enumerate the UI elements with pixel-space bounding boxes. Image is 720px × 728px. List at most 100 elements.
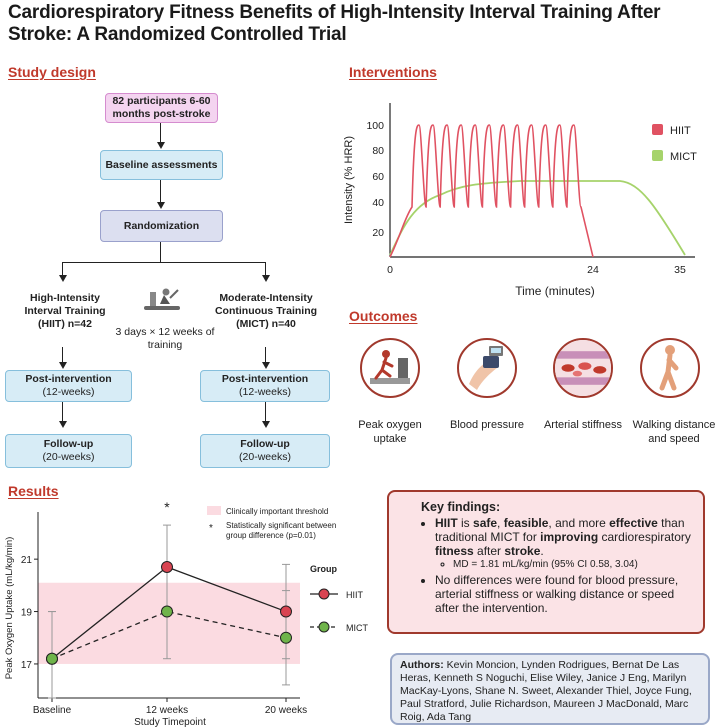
flow-line: [265, 262, 266, 276]
y-tick-label: 40: [372, 197, 384, 209]
mict-post-box: Post-intervention (12-weeks): [200, 370, 330, 402]
y-tick-label: 100: [366, 120, 384, 132]
hiit-post-box: Post-intervention (12-weeks): [5, 370, 132, 402]
flow-arrow: [59, 421, 67, 428]
flow-arrow: [262, 421, 270, 428]
threshold-band: [38, 582, 300, 664]
hiit-follow-title: Follow-up: [43, 438, 94, 450]
legend-marker: [318, 588, 330, 600]
hiit-arm-label: High-Intensity Interval Training (HIIT) …: [10, 292, 120, 331]
baseline-text: Baseline assessments: [105, 158, 218, 171]
baseline-box: Baseline assessments: [100, 150, 223, 180]
flow-line: [265, 402, 266, 422]
flow-line: [62, 402, 63, 422]
walking-icon: [640, 338, 700, 398]
outcomes-heading: Outcomes: [349, 308, 418, 324]
flow-line: [62, 262, 63, 276]
significance-line: group difference (p=0.01): [226, 531, 316, 540]
interventions-xlabel: Time (minutes): [515, 284, 595, 298]
key-finding-subitem: MD = 1.81 mL/kg/min (95% CI 0.58, 3.04): [453, 558, 691, 572]
results-chart: Peak Oxygen Uptake (mL/kg/min) 17 19 21 Ba…: [4, 499, 368, 728]
key-finding-item: No differences were found for blood pres…: [435, 573, 691, 615]
y-tick-label: 80: [372, 145, 384, 157]
authors-box: Authors: Kevin Moncion, Lynden Rodrigues…: [390, 653, 710, 725]
oxygen-uptake-icon: [360, 338, 420, 398]
kf-text: HIIT: [435, 516, 458, 530]
legend-mict-label: MICT: [670, 151, 697, 163]
flow-arrow: [157, 142, 165, 149]
x-tick-label: 35: [674, 264, 686, 276]
flow-arrow: [157, 202, 165, 209]
significance-star: *: [164, 499, 170, 515]
hiit-follow-sub: (20-weeks): [42, 451, 95, 463]
randomization-box: Randomization: [100, 210, 223, 242]
mict-post-title: Post-intervention: [221, 373, 309, 385]
recumbent-stepper-icon: [144, 288, 180, 310]
y-tick-label: 21: [21, 555, 33, 566]
threshold-label: Clinically important threshold: [226, 507, 328, 516]
kf-text: is: [457, 516, 474, 530]
participants-box: 82 participants 6-60 months post-stroke: [105, 93, 218, 123]
results-xlabel: Study Timepoint: [134, 717, 206, 728]
flow-line: [160, 242, 161, 262]
key-findings-box: Key findings: HIIT is safe, feasible, an…: [387, 490, 705, 634]
data-point-hiit: [280, 605, 292, 618]
legend-hiit-swatch: [652, 124, 663, 135]
flow-arrow: [59, 275, 67, 282]
data-point-mict: [46, 652, 58, 665]
kf-text: , and more: [548, 516, 610, 530]
significance-line: Statistically significant between: [226, 521, 336, 530]
x-tick-label: 0: [387, 264, 393, 276]
data-point-hiit: [161, 561, 173, 574]
mict-follow-title: Follow-up: [240, 438, 290, 450]
interventions-heading: Interventions: [349, 64, 437, 80]
participants-text: 82 participants 6-60 months post-stroke: [112, 95, 211, 120]
outcome-label: Walking distance and speed: [632, 419, 716, 445]
flow-arrow: [262, 362, 270, 369]
legend-marker: [318, 621, 330, 633]
y-tick-label: 60: [372, 171, 384, 183]
data-point-mict: [161, 605, 173, 618]
key-findings-heading: Key findings:: [421, 500, 501, 514]
hiit-follow-box: Follow-up (20-weeks): [5, 434, 132, 468]
mict-arm-text: Moderate-Intensity Continuous Training (…: [214, 292, 318, 330]
training-label: 3 days × 12 weeks of training: [115, 326, 215, 351]
kf-text: effective: [609, 516, 658, 530]
kf-text: fitness: [435, 544, 474, 558]
flow-line: [265, 347, 266, 363]
flow-line: [62, 347, 63, 363]
kf-text: improving: [540, 530, 599, 544]
significance-label: Statistically significant between group …: [226, 521, 339, 540]
legend-hiit-label: HIIT: [670, 125, 691, 137]
x-tick-label: 12 weeks: [146, 705, 188, 716]
kf-text: ,: [497, 516, 504, 530]
mict-follow-sub: (20-weeks): [239, 451, 291, 463]
hiit-post-sub: (12-weeks): [42, 386, 95, 398]
study-design-heading: Study design: [8, 64, 96, 80]
x-tick-label: Baseline: [33, 705, 72, 716]
key-finding-item: HIIT is safe, feasible, and more effecti…: [435, 516, 691, 572]
x-tick-label: 24: [587, 264, 599, 276]
x-tick-label: 20 weeks: [265, 705, 307, 716]
outcome-label: Arterial stiffness: [543, 419, 623, 431]
hiit-arm-text: High-Intensity Interval Training (HIIT) …: [24, 292, 106, 330]
kf-text: than traditional MICT for: [435, 516, 685, 544]
y-tick-label: 17: [21, 660, 33, 671]
mict-post-sub: (12-weeks): [239, 386, 291, 398]
group-legend-title: Group: [310, 564, 337, 574]
flow-arrow: [59, 362, 67, 369]
randomization-text: Randomization: [123, 219, 200, 232]
kf-text: safe: [473, 516, 498, 530]
authors-names: Kevin Moncion, Lynden Rodrigues, Bernat …: [400, 659, 692, 723]
outcome-label: Peak oxygen uptake: [358, 419, 422, 445]
flow-line: [160, 180, 161, 203]
authors-label: Authors:: [400, 659, 444, 671]
kf-text: stroke: [504, 544, 541, 558]
results-ylabel: Peak Oxygen Uptake (mL/kg/min): [4, 537, 15, 680]
blood-pressure-icon: [457, 338, 517, 398]
mict-arm-label: Moderate-Intensity Continuous Training (…: [210, 292, 322, 331]
hiit-curve: [389, 124, 594, 258]
data-point-mict: [280, 631, 292, 644]
hiit-post-title: Post-intervention: [25, 373, 112, 385]
flow-line: [160, 123, 161, 143]
